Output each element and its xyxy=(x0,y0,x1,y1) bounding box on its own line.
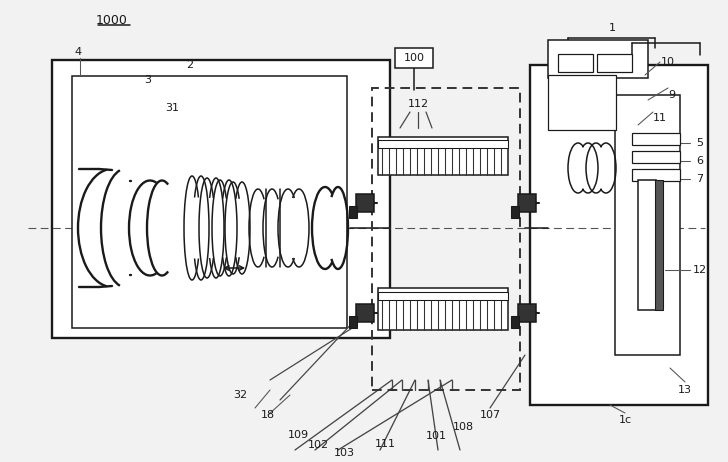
Bar xyxy=(72,76,347,328)
Bar xyxy=(548,75,616,130)
Bar xyxy=(655,180,663,310)
Bar xyxy=(558,54,593,72)
Text: 18: 18 xyxy=(261,410,275,420)
Bar xyxy=(511,206,519,218)
Bar xyxy=(548,40,648,78)
Bar xyxy=(349,316,357,328)
Text: 13: 13 xyxy=(678,385,692,395)
Bar xyxy=(518,304,536,322)
Bar xyxy=(356,304,374,322)
Text: 32: 32 xyxy=(233,390,247,400)
Bar xyxy=(638,180,656,310)
Bar xyxy=(632,169,680,181)
Text: 109: 109 xyxy=(288,430,309,440)
Text: 111: 111 xyxy=(374,439,395,449)
Text: 11: 11 xyxy=(653,113,667,123)
Bar xyxy=(349,206,357,218)
Text: 102: 102 xyxy=(307,440,328,450)
Text: 1000: 1000 xyxy=(96,13,128,26)
Bar xyxy=(378,140,508,148)
Text: 100: 100 xyxy=(403,53,424,63)
Text: 112: 112 xyxy=(408,99,429,109)
Text: 12: 12 xyxy=(693,265,707,275)
Text: 7: 7 xyxy=(697,174,703,184)
Bar xyxy=(632,151,680,163)
Bar xyxy=(597,54,632,72)
Bar xyxy=(378,288,508,330)
Text: 101: 101 xyxy=(425,431,446,441)
Text: 2: 2 xyxy=(186,60,194,70)
Text: 6: 6 xyxy=(697,156,703,166)
Bar xyxy=(372,88,520,390)
Text: 5: 5 xyxy=(697,138,703,148)
Bar xyxy=(615,95,680,355)
Bar xyxy=(518,194,536,212)
Bar xyxy=(52,60,390,338)
Text: 107: 107 xyxy=(480,410,501,420)
Bar xyxy=(511,316,519,328)
Text: 10: 10 xyxy=(661,57,675,67)
Text: 31: 31 xyxy=(165,103,179,113)
Text: 3: 3 xyxy=(144,75,151,85)
Text: 4: 4 xyxy=(74,47,82,57)
Bar xyxy=(530,65,708,405)
Bar xyxy=(356,194,374,212)
Text: 1: 1 xyxy=(609,23,615,33)
Text: 103: 103 xyxy=(333,448,355,458)
Text: 108: 108 xyxy=(452,422,473,432)
Bar xyxy=(378,292,508,300)
Text: 9: 9 xyxy=(668,90,676,100)
Bar xyxy=(378,137,508,175)
Bar xyxy=(395,48,433,68)
Bar xyxy=(632,133,680,145)
Text: 1c: 1c xyxy=(619,415,632,425)
